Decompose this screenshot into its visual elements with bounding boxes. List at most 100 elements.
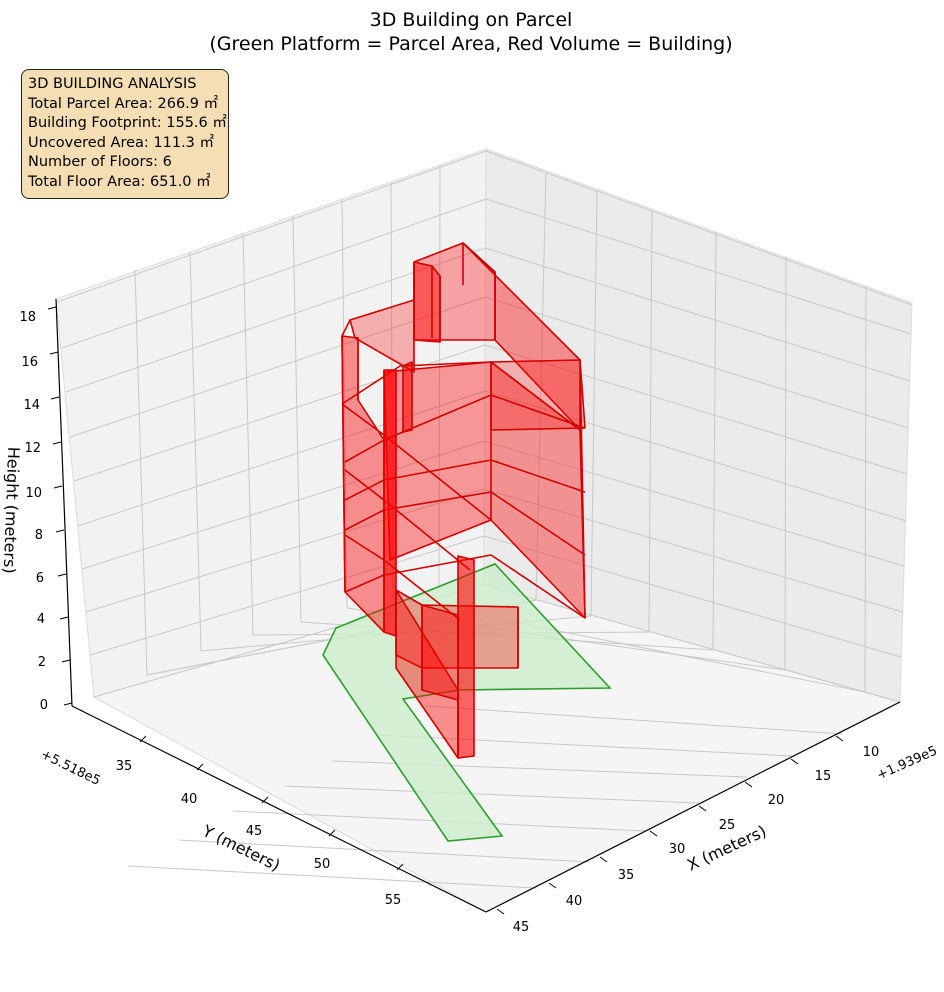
x-grid-floor-g (178, 839, 591, 863)
y-tick-40: 40 (181, 792, 198, 807)
x-grid-floor-b (425, 705, 844, 735)
x-grid-right-b (590, 189, 598, 617)
x-grid-right-f (864, 285, 867, 693)
info-uncovered-area: Uncovered Area: 111.3 ㎡ (28, 134, 215, 151)
x-tick-mark-20 (744, 781, 753, 788)
z-axis-label: Height (meters) (0, 446, 23, 574)
x-tick-labels: 10 15 20 25 30 35 40 45 (513, 745, 880, 935)
building-lower-block (421, 604, 459, 701)
z-grid-right-1 (483, 535, 902, 658)
info-building-footprint: Building Footprint: 155.6 ㎡ (28, 115, 227, 132)
info-total-floor-area: Total Floor Area: 651.0 ㎡ (28, 173, 211, 190)
y-tick-55: 55 (385, 893, 402, 908)
y-grid-left-50 (292, 215, 302, 623)
z-tick-mark-1 (61, 659, 71, 663)
chart-title-line1: 3D Building on Parcel (370, 9, 573, 31)
z-grid-left-2 (85, 488, 485, 613)
y-grid-left-35 (134, 269, 148, 676)
z-tick-mark-5 (53, 485, 63, 489)
x-tick-mark-15 (790, 758, 799, 765)
y-tick-labels: 35 40 45 50 55 (116, 759, 402, 908)
x-tick-25: 25 (719, 818, 736, 833)
info-box: 3D BUILDING ANALYSIS Total Parcel Area: … (21, 69, 229, 199)
z-grid-left-9 (56, 150, 487, 303)
floor-slab-5 (344, 554, 586, 619)
z-tick-8: 8 (35, 528, 43, 543)
z-grid-left-4 (77, 390, 486, 527)
z-tick-4: 4 (37, 612, 45, 627)
x-tick-15: 15 (815, 769, 832, 784)
x-tick-mark-25 (698, 805, 707, 812)
info-total-parcel-area: Total Parcel Area: 266.9 ㎡ (28, 95, 219, 112)
y-tick-mark-50 (328, 829, 336, 837)
z-tick-10: 10 (25, 486, 42, 501)
building-top-tower-front (413, 261, 441, 343)
building-edge-9 (579, 359, 586, 619)
floor-slab-4 (344, 491, 586, 556)
z-tick-mark-8 (49, 351, 59, 355)
info-box-heading: 3D BUILDING ANALYSIS (28, 76, 197, 92)
z-grid-right-2 (483, 488, 904, 613)
z-grid-right-0 (483, 584, 901, 703)
z-grid-left-3 (81, 440, 485, 570)
z-grid-right-4 (484, 390, 907, 522)
z-tick-16: 16 (21, 355, 38, 370)
x-tick-mark-10 (835, 735, 844, 742)
y-grid-left-55 (341, 198, 348, 609)
building-edge-6 (341, 335, 346, 593)
z-tick-labels: 0 2 4 6 8 10 12 14 16 18 (19, 310, 48, 713)
building-top-tower-side (462, 242, 581, 431)
z-tick-18: 18 (19, 310, 36, 325)
x-tick-40: 40 (566, 894, 583, 909)
x-tick-45: 45 (513, 920, 530, 935)
y-tick-50: 50 (314, 857, 331, 872)
y-grid-left-b (438, 164, 441, 593)
x-tick-mark-35 (599, 856, 608, 863)
building-main-right-face (490, 359, 586, 431)
y-tick-45: 45 (246, 824, 263, 839)
z-tick-mark-2 (59, 616, 69, 620)
x-offset-label: +1.939e5 (875, 743, 940, 783)
x-grid-right-a (535, 171, 547, 601)
z-tick-mark-9 (47, 306, 57, 310)
x-grid-floor-h (127, 865, 538, 889)
tick-marks (47, 306, 844, 915)
x-grid-floor-c (376, 734, 793, 757)
building-edge-8 (341, 319, 351, 337)
building-column-2 (402, 361, 413, 433)
floor-slab-1 (341, 361, 581, 431)
y-grid-left-45 (242, 232, 254, 636)
building-lower-pillar (457, 555, 475, 759)
building-volume (341, 242, 586, 759)
info-number-of-floors: Number of Floors: 6 (28, 154, 172, 171)
z-tick-mark-6 (52, 441, 62, 445)
x-grid-floor-e (283, 785, 699, 804)
x-tick-30: 30 (669, 842, 686, 857)
x-grid-right-c (648, 209, 653, 633)
x-tick-10: 10 (863, 745, 880, 760)
z-tick-6: 6 (36, 571, 44, 586)
floor-slab-2 (344, 394, 586, 463)
z-axis-line (55, 298, 73, 707)
y-tick-mark-55 (396, 863, 404, 871)
z-tick-mark-3 (57, 573, 67, 577)
z-tick-mark-4 (55, 529, 65, 533)
z-tick-mark-0 (63, 702, 73, 706)
z-grid-left-5 (73, 344, 486, 482)
z-grid-left-7 (65, 247, 486, 393)
x-tick-mark-30 (649, 830, 658, 837)
building-column (383, 369, 397, 637)
z-tick-12: 12 (24, 441, 41, 456)
x-tick-35: 35 (618, 868, 635, 883)
z-tick-0: 0 (40, 698, 48, 713)
x-axis-line (485, 701, 901, 913)
y-grid-left-40 (189, 251, 202, 652)
pane-walls (55, 148, 913, 913)
z-grid-left-1 (89, 535, 485, 656)
z-grid-right-9 (485, 150, 913, 306)
z-grid-right-5 (484, 344, 908, 475)
z-tick-2: 2 (38, 655, 46, 670)
y-tick-35: 35 (116, 759, 133, 774)
z-tick-14: 14 (23, 398, 40, 413)
